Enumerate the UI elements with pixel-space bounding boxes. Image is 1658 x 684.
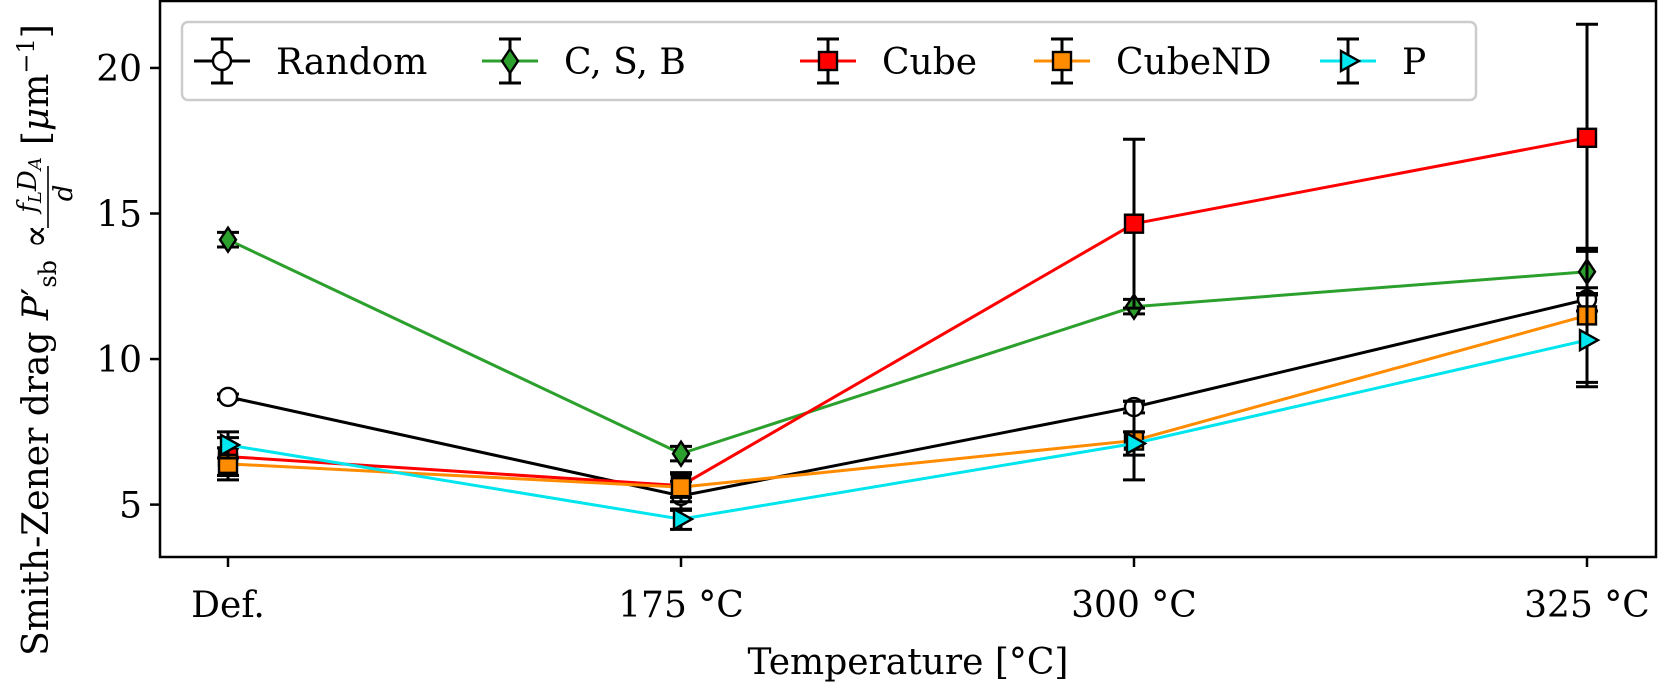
data-point [670, 476, 692, 498]
series-line [227, 238, 1588, 456]
data-point [219, 432, 242, 457]
data-point [218, 225, 238, 254]
legend-marker [1339, 48, 1362, 74]
x-tick-label: 325 °C [1524, 585, 1650, 626]
data-point [1123, 213, 1145, 234]
y-tick-label: 15 [96, 195, 142, 236]
legend-entry-p: P [1320, 37, 1426, 85]
data-point [1125, 431, 1148, 456]
data-point [1576, 127, 1598, 149]
data-point [1578, 328, 1601, 353]
plot-area [217, 22, 1601, 532]
x-tick-label: 175 °C [618, 585, 744, 626]
data-point [672, 507, 695, 532]
legend-entry-c-s-b: C, S, B [482, 37, 686, 85]
series-line [227, 313, 1588, 489]
y-tick-label: 20 [96, 49, 142, 90]
data-point [671, 439, 691, 468]
y-tick-label: 5 [119, 486, 142, 527]
legend-label: P [1402, 42, 1426, 83]
legend-marker [1051, 50, 1073, 72]
axis-ticks: 5 10 15 20 Def. 175 °C 300 °C 325 °C [96, 49, 1650, 626]
series-line [227, 136, 1588, 488]
legend-entry-random: Random [194, 37, 427, 85]
legend-label: CubeND [1116, 42, 1271, 83]
y-axis-label: Smith-Zener drag P′sb ∝ fLDAd [μm−1] [12, 24, 79, 656]
series-line [227, 338, 1588, 521]
x-tick-label: Def. [191, 585, 265, 626]
plot-frame [158, 0, 1658, 559]
legend-label: Cube [882, 42, 977, 83]
legend-marker [500, 46, 520, 76]
legend-entry-cube: Cube [800, 37, 977, 85]
data-point [217, 386, 239, 408]
series-p [217, 292, 1601, 532]
x-tick-label: 300 °C [1071, 585, 1197, 626]
series-line [227, 297, 1588, 498]
legend-marker [817, 50, 839, 72]
legend-entry-cubend: CubeND [1034, 37, 1271, 85]
legend: Random C, S, B Cube CubeND P [180, 20, 1478, 102]
legend-marker [211, 50, 233, 72]
legend-label: C, S, B [564, 42, 686, 83]
x-axis-label: Temperature [°C] [748, 642, 1069, 683]
legend-label: Random [276, 42, 427, 83]
y-tick-label: 10 [96, 340, 142, 381]
